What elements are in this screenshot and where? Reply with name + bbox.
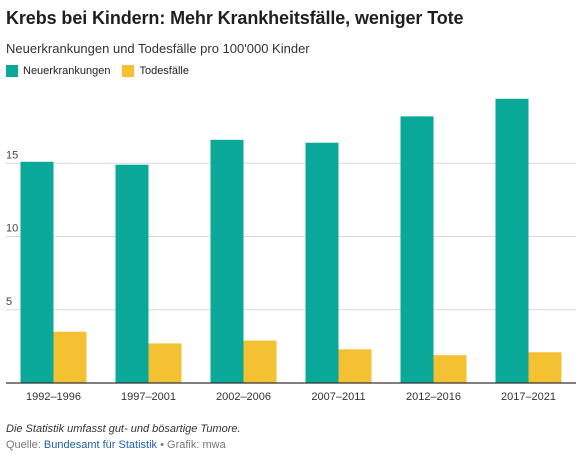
- x-tick-label: 2012–2016: [406, 391, 461, 403]
- y-tick-label: 15: [6, 149, 18, 161]
- bar-neuerkrankungen: [115, 164, 149, 383]
- source-prefix: Quelle:: [6, 439, 41, 451]
- legend-swatch-neuerkrankungen: [6, 65, 18, 77]
- x-tick-label: 2002–2006: [216, 391, 271, 403]
- bar-todesfaelle: [53, 331, 87, 383]
- bar-neuerkrankungen: [20, 161, 54, 383]
- bar-neuerkrankungen: [400, 116, 434, 384]
- bar-todesfaelle: [148, 343, 182, 383]
- chart-title: Krebs bei Kindern: Mehr Krankheitsfälle,…: [6, 8, 464, 28]
- footnote: Die Statistik umfasst gut- und bösartige…: [6, 423, 241, 435]
- y-tick-label: 10: [6, 223, 18, 235]
- x-tick-label: 1997–2001: [121, 391, 176, 403]
- bar-todesfaelle: [243, 340, 277, 383]
- legend-label-neuerkrankungen: Neuerkrankungen: [23, 65, 111, 77]
- source-link[interactable]: Bundesamt für Statistik: [43, 439, 158, 451]
- x-tick-label: 1992–1996: [26, 391, 81, 403]
- chart-subtitle: Neuerkrankungen und Todesfälle pro 100'0…: [6, 41, 310, 56]
- bar-neuerkrankungen: [495, 98, 529, 383]
- legend-item-neuerkrankungen: Neuerkrankungen: [6, 65, 110, 77]
- legend-swatch-todesfaelle: [122, 65, 135, 77]
- legend-label-todesfaelle: Todesfälle: [139, 65, 189, 77]
- legend-item-todesfaelle: Todesfälle: [122, 65, 189, 77]
- y-tick-label: 5: [6, 296, 12, 308]
- bar-todesfaelle: [338, 349, 372, 383]
- x-tick-label: 2007–2011: [311, 391, 365, 403]
- bar-todesfaelle: [528, 352, 562, 383]
- source-separator: •: [160, 439, 164, 451]
- legend: Neuerkrankungen Todesfälle: [6, 65, 201, 77]
- bar-neuerkrankungen: [305, 142, 339, 383]
- x-tick-label: 2017–2021: [501, 391, 556, 403]
- bar-todesfaelle: [433, 355, 467, 383]
- bar-neuerkrankungen: [210, 139, 244, 383]
- credit: Grafik: mwa: [167, 439, 226, 451]
- source-line: Quelle: Bundesamt für Statistik • Grafik…: [6, 439, 226, 451]
